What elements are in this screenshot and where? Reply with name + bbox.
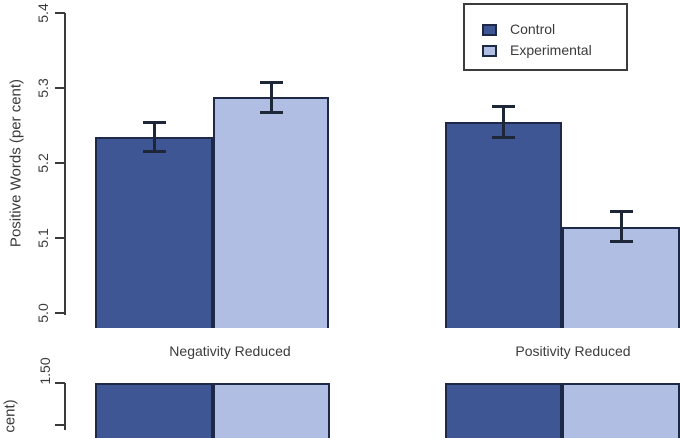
legend-label-control: Control	[510, 21, 556, 37]
bar-bottom-experimental-negativity-reduced	[213, 383, 330, 438]
y-axis-tick-5.1	[55, 237, 65, 239]
y-axis-tick-label: 5.4	[35, 3, 51, 23]
bar-control-negativity-reduced	[95, 136, 213, 328]
bar-bottom-control-positivity-reduced	[445, 383, 562, 438]
y-axis-tick-5.4	[55, 12, 65, 14]
group-label-negativity-reduced: Negativity Reduced	[169, 343, 291, 359]
y-axis-line-bottom	[64, 383, 66, 430]
y-axis-title-fragment: cent)	[1, 399, 19, 433]
error-bar-experimental-positivity-reduced	[610, 210, 633, 244]
y-axis-tick-label: 5.2	[35, 153, 51, 173]
legend-swatch-experimental	[482, 45, 497, 57]
bar-bottom-control-negativity-reduced	[95, 383, 213, 438]
legend-swatch-control	[482, 24, 497, 36]
bar-experimental-negativity-reduced	[213, 97, 329, 328]
y-axis-tick-label: 5.1	[35, 228, 51, 248]
y-axis-tick-5.0	[55, 312, 65, 314]
y-axis-tick-label: 5.0	[35, 303, 51, 323]
y-axis-title: Positive Words (per cent)	[7, 78, 25, 248]
bar-experimental-positivity-reduced	[562, 226, 680, 328]
y-axis-tick-5.2	[55, 162, 65, 164]
bar-control-positivity-reduced	[445, 121, 562, 328]
y-axis-tick-label-1.50: 1.50	[37, 357, 53, 385]
y-axis-line	[64, 13, 66, 315]
group-label-positivity-reduced: Positivity Reduced	[515, 343, 631, 359]
error-bar-experimental-negativity-reduced	[260, 80, 283, 114]
bar-bottom-experimental-positivity-reduced	[562, 383, 680, 438]
legend-box: Control Experimental	[463, 3, 628, 71]
y-axis-tick-label: 5.3	[35, 78, 51, 98]
y-axis-tick-5.3	[55, 87, 65, 89]
legend-label-experimental: Experimental	[510, 42, 592, 58]
error-bar-control-negativity-reduced	[143, 121, 166, 153]
y-axis-tick-1.50	[55, 382, 65, 384]
y-axis-tick-unlabeled	[55, 424, 65, 426]
error-bar-control-positivity-reduced	[492, 104, 515, 139]
